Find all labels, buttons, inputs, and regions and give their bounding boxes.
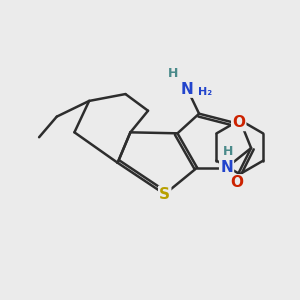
Text: H: H bbox=[167, 67, 178, 80]
Text: N: N bbox=[220, 160, 233, 175]
Text: N: N bbox=[181, 82, 194, 97]
Text: H₂: H₂ bbox=[198, 87, 212, 97]
Text: O: O bbox=[232, 115, 245, 130]
Text: O: O bbox=[230, 175, 243, 190]
Text: H: H bbox=[223, 146, 234, 158]
Text: S: S bbox=[159, 187, 170, 202]
